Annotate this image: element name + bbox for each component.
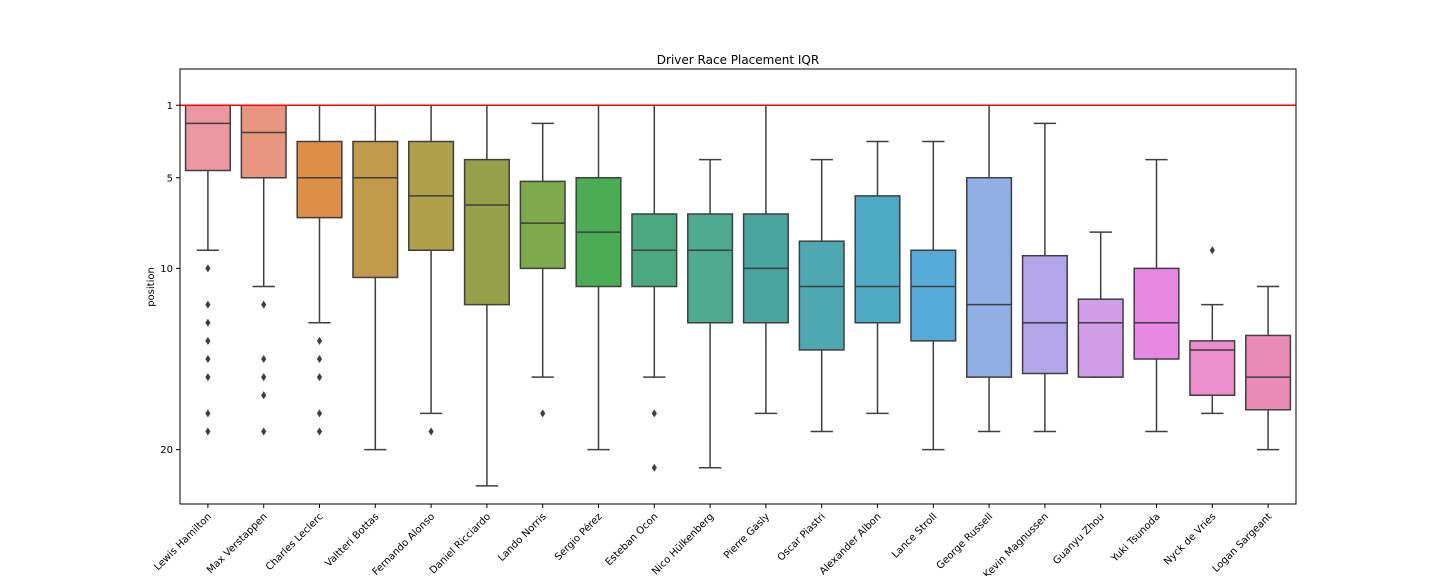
outlier-point bbox=[428, 427, 434, 436]
x-tick-label: Pierre Gasly bbox=[722, 511, 772, 561]
outlier-point bbox=[261, 355, 267, 363]
iqr-box bbox=[910, 249, 957, 342]
outlier-point bbox=[205, 336, 211, 345]
outlier-point bbox=[651, 463, 657, 472]
x-tick-label: Nyck de Vries bbox=[1162, 511, 1218, 567]
x-tick-label: Daniel Ricciardo bbox=[428, 511, 493, 576]
y-tick-label: 20 bbox=[160, 445, 173, 456]
x-tick-label: Logan Sargeant bbox=[1211, 511, 1275, 575]
y-tick-label: 1 bbox=[167, 101, 173, 112]
x-tick-label: Lando Norris bbox=[496, 511, 549, 564]
y-axis-label: position bbox=[146, 267, 157, 307]
outlier-point bbox=[261, 300, 267, 309]
outlier-point bbox=[205, 427, 211, 436]
outlier-point bbox=[205, 409, 211, 418]
iqr-box bbox=[296, 140, 343, 219]
outlier-point bbox=[205, 264, 211, 273]
outlier-point bbox=[205, 318, 211, 327]
outlier-point bbox=[316, 427, 323, 436]
x-tick-label: Guanyu Zhou bbox=[1051, 511, 1107, 567]
x-tick-label: Max Verstappen bbox=[205, 511, 270, 576]
iqr-box bbox=[1245, 334, 1292, 411]
x-tick-label: Fernando Alonso bbox=[371, 511, 438, 576]
iqr-box bbox=[1189, 340, 1236, 396]
x-tick-label: Lance Stroll bbox=[890, 511, 939, 560]
iqr-box bbox=[687, 213, 734, 324]
y-tick-label: 10 bbox=[160, 264, 173, 275]
iqr-box bbox=[463, 158, 510, 306]
outlier-point bbox=[651, 409, 657, 418]
outlier-point bbox=[1209, 246, 1215, 255]
iqr-box bbox=[854, 195, 901, 324]
iqr-box bbox=[240, 104, 287, 179]
outlier-point bbox=[205, 355, 211, 363]
outlier-point bbox=[316, 373, 323, 382]
x-tick-label: Oscar Piastri bbox=[776, 511, 828, 563]
outlier-point bbox=[261, 391, 267, 400]
outlier-point bbox=[540, 409, 546, 418]
iqr-box bbox=[1021, 254, 1068, 375]
outlier-point bbox=[261, 373, 267, 382]
outlier-point bbox=[316, 409, 323, 418]
x-tick-label: Esteban Ocon bbox=[604, 511, 661, 568]
outlier-point bbox=[261, 427, 267, 436]
outlier-point bbox=[316, 355, 323, 363]
x-tick-label: Alexander Albon bbox=[818, 511, 884, 576]
x-tick-label: Valtteri Bottas bbox=[323, 511, 381, 569]
y-tick-label: 5 bbox=[167, 173, 173, 184]
x-tick-label: Lewis Hamilton bbox=[152, 511, 214, 573]
iqr-box bbox=[519, 180, 566, 270]
iqr-box bbox=[184, 104, 231, 172]
iqr-box bbox=[798, 240, 845, 351]
x-tick-label: Charles Leclerc bbox=[264, 511, 326, 573]
outlier-point bbox=[205, 300, 211, 309]
iqr-box bbox=[1133, 267, 1180, 360]
x-tick-label: George Russell bbox=[935, 511, 996, 572]
iqr-box bbox=[352, 140, 399, 279]
plot-frame bbox=[179, 68, 1297, 505]
outlier-point bbox=[316, 336, 323, 345]
x-tick-label: Yuki Tsunoda bbox=[1109, 511, 1163, 565]
x-tick-label: Sergio Pérez bbox=[552, 511, 604, 563]
x-tick-label: Nico Hülkenberg bbox=[650, 511, 716, 576]
iqr-box bbox=[1077, 298, 1124, 378]
chart-title: Driver Race Placement IQR bbox=[657, 53, 819, 67]
outlier-point bbox=[205, 373, 211, 382]
iqr-box bbox=[966, 177, 1013, 378]
